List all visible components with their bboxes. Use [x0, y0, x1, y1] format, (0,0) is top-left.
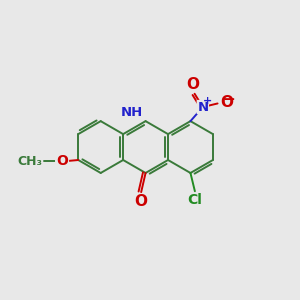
- Text: −: −: [222, 92, 235, 106]
- Text: N: N: [197, 100, 208, 113]
- Text: O: O: [187, 77, 200, 92]
- Text: O: O: [56, 154, 68, 169]
- Text: O: O: [220, 95, 233, 110]
- Text: NH: NH: [121, 106, 143, 119]
- Text: O: O: [135, 194, 148, 209]
- Text: Cl: Cl: [188, 193, 202, 207]
- Text: CH₃: CH₃: [17, 155, 42, 168]
- Text: +: +: [203, 95, 212, 106]
